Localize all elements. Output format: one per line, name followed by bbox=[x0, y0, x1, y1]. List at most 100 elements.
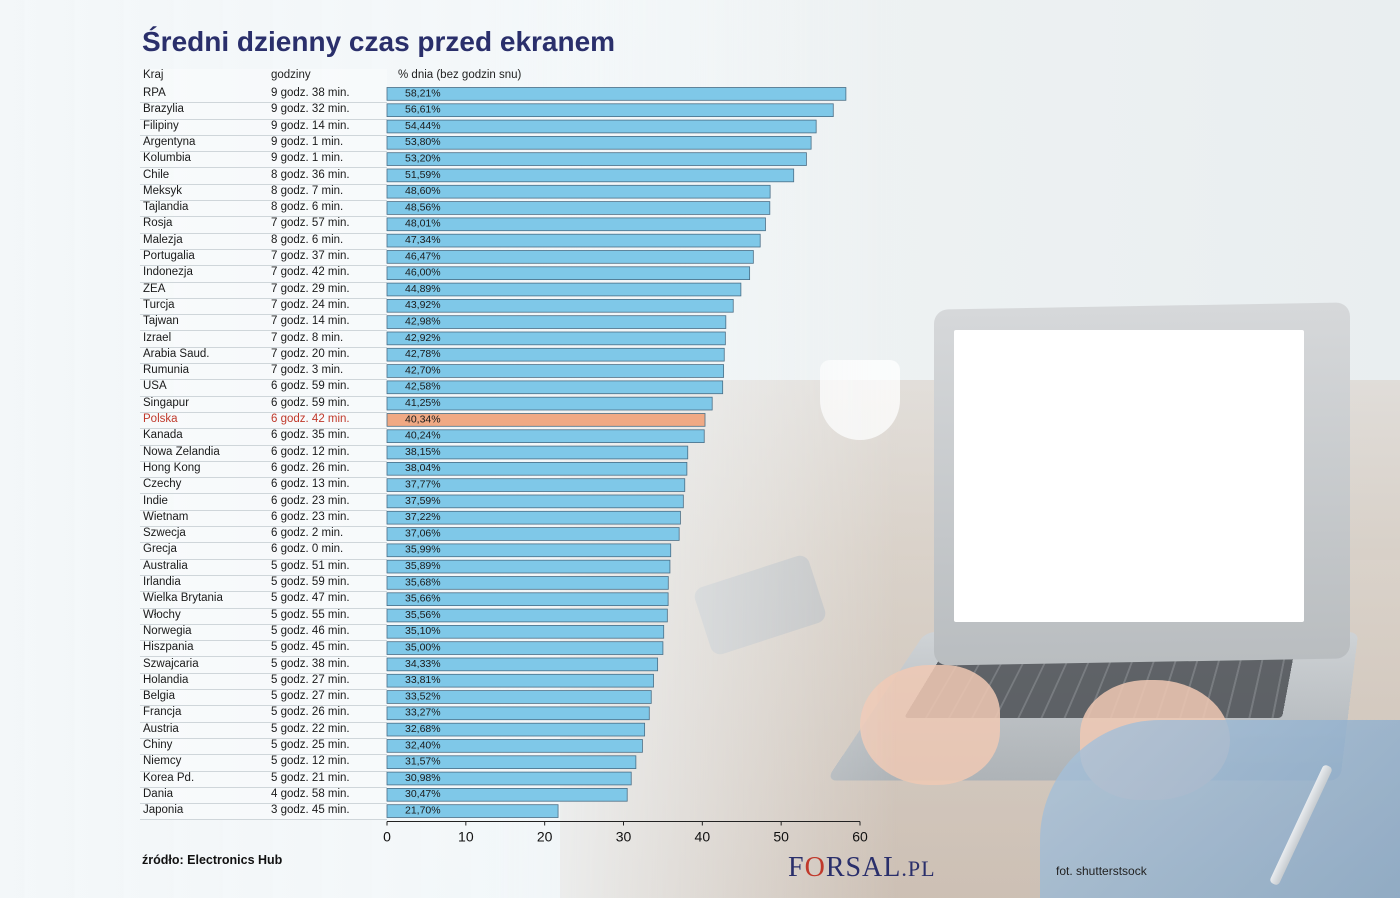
bar-rosja bbox=[386, 217, 766, 232]
hours-value: 6 godz. 59 min. bbox=[271, 380, 350, 393]
bar-value-label: 46,47% bbox=[405, 250, 441, 262]
country-label: Wielka Brytania bbox=[143, 592, 223, 605]
country-label: Niemcy bbox=[143, 755, 182, 768]
country-label: Turcja bbox=[143, 298, 175, 311]
table-row: Tajwan 7 godz. 14 min. bbox=[140, 314, 387, 332]
hours-value: 5 godz. 12 min. bbox=[271, 755, 350, 768]
hours-value: 6 godz. 42 min. bbox=[271, 413, 350, 425]
hours-value: 6 godz. 26 min. bbox=[271, 461, 350, 474]
bar-value-label: 37,77% bbox=[405, 479, 441, 491]
bar-indonezja bbox=[386, 266, 751, 280]
hours-value: 7 godz. 42 min. bbox=[271, 266, 350, 279]
hours-value: 9 godz. 38 min. bbox=[271, 87, 350, 99]
logo-rsal: RSAL bbox=[825, 852, 902, 883]
bar-value-label: 42,78% bbox=[405, 348, 441, 360]
table-row: Czechy 6 godz. 13 min. bbox=[140, 477, 387, 495]
bar-value-label: 53,20% bbox=[405, 153, 441, 165]
table-row: Turcja 7 godz. 24 min. bbox=[140, 298, 387, 316]
table-row: Niemcy 5 godz. 12 min. bbox=[140, 754, 387, 772]
hours-value: 5 godz. 51 min. bbox=[271, 559, 350, 572]
hours-value: 4 godz. 58 min. bbox=[271, 787, 350, 800]
laptop-screen bbox=[954, 330, 1304, 622]
bar-wietnam bbox=[386, 510, 681, 525]
table-row: Holandia 5 godz. 27 min. bbox=[140, 673, 387, 691]
header-percent: % dnia (bez godzin snu) bbox=[398, 69, 522, 81]
bar-value-label: 42,92% bbox=[405, 332, 441, 344]
table-row: Brazylia 9 godz. 32 min. bbox=[140, 102, 387, 120]
bar-value-label: 48,56% bbox=[405, 201, 441, 213]
table-row: Hong Kong 6 godz. 26 min. bbox=[140, 461, 387, 479]
logo-f: F bbox=[788, 852, 805, 883]
table-row: Tajlandia 8 godz. 6 min. bbox=[140, 200, 387, 218]
bar-value-label: 33,81% bbox=[405, 674, 441, 686]
bar-value-label: 37,59% bbox=[405, 495, 441, 507]
country-label: RPA bbox=[143, 87, 166, 99]
table-row: Szwajcaria 5 godz. 38 min. bbox=[140, 657, 387, 674]
bar-hong-kong bbox=[386, 461, 688, 476]
table-row: Filipiny 9 godz. 14 min. bbox=[140, 119, 387, 136]
bar-tajwan bbox=[386, 315, 727, 329]
hours-value: 9 godz. 32 min. bbox=[271, 103, 350, 116]
x-axis-tick-label: 50 bbox=[773, 829, 789, 845]
bar-brazylia bbox=[386, 103, 834, 118]
country-label: Japonia bbox=[143, 804, 184, 817]
hours-value: 8 godz. 6 min. bbox=[271, 233, 344, 246]
bar-value-label: 54,44% bbox=[405, 120, 441, 132]
hours-value: 5 godz. 27 min. bbox=[271, 690, 350, 703]
logo-o: O bbox=[804, 852, 826, 883]
bar-zea bbox=[386, 282, 742, 297]
x-axis-tick-label: 10 bbox=[458, 829, 474, 845]
country-label: Tajwan bbox=[143, 315, 179, 328]
hours-value: 6 godz. 59 min. bbox=[271, 396, 350, 409]
table-row: Nowa Zelandia 6 godz. 12 min. bbox=[140, 445, 387, 462]
hours-value: 5 godz. 22 min. bbox=[271, 722, 350, 735]
country-label: Chile bbox=[143, 168, 170, 181]
bar-szwecja bbox=[386, 527, 680, 541]
hours-value: 6 godz. 35 min. bbox=[271, 429, 350, 442]
hours-value: 6 godz. 23 min. bbox=[271, 510, 350, 523]
bar-indie bbox=[386, 494, 684, 509]
hours-value: 5 godz. 46 min. bbox=[271, 624, 350, 637]
table-row: Izrael 7 godz. 8 min. bbox=[140, 331, 387, 348]
bar-value-label: 30,98% bbox=[405, 772, 441, 784]
country-label: Szwecja bbox=[143, 527, 186, 540]
header-hours: godziny bbox=[271, 69, 311, 81]
hours-value: 9 godz. 1 min. bbox=[271, 152, 344, 165]
table-background bbox=[140, 69, 387, 820]
bar-australia bbox=[386, 559, 671, 574]
bar-irlandia bbox=[386, 576, 669, 590]
bar-chiny bbox=[386, 739, 643, 753]
country-label: Korea Pd. bbox=[143, 771, 195, 784]
country-label: Hiszpania bbox=[143, 641, 194, 654]
hours-value: 8 godz. 36 min. bbox=[271, 168, 350, 181]
bar-value-label: 34,33% bbox=[405, 658, 441, 670]
country-label: Wietnam bbox=[143, 510, 189, 523]
table-row: USA 6 godz. 59 min. bbox=[140, 379, 387, 397]
table-row: Chiny 5 godz. 25 min. bbox=[140, 738, 387, 756]
hours-value: 5 godz. 55 min. bbox=[271, 608, 350, 621]
country-label: Polska bbox=[143, 413, 178, 425]
country-label: Włochy bbox=[143, 608, 181, 621]
bar-wielka-brytania bbox=[386, 592, 669, 606]
hours-value: 8 godz. 7 min. bbox=[271, 184, 344, 197]
bar-belgia bbox=[386, 690, 652, 704]
table-row: Francja 5 godz. 26 min. bbox=[140, 705, 387, 723]
country-label: Grecja bbox=[143, 543, 177, 556]
bar-arabia-saud- bbox=[386, 347, 725, 362]
country-label: Czechy bbox=[143, 478, 182, 491]
country-label: Chiny bbox=[143, 739, 173, 751]
bar-value-label: 31,57% bbox=[405, 756, 441, 768]
country-label: Izrael bbox=[143, 331, 172, 344]
hours-value: 6 godz. 13 min. bbox=[271, 478, 350, 491]
hours-value: 5 godz. 26 min. bbox=[271, 706, 350, 719]
hours-value: 6 godz. 0 min. bbox=[271, 543, 344, 556]
country-label: Filipiny bbox=[143, 119, 179, 132]
x-axis-tick-label: 30 bbox=[616, 829, 632, 845]
hours-value: 9 godz. 1 min. bbox=[271, 135, 344, 148]
table-row: Austria 5 godz. 22 min. bbox=[140, 722, 387, 739]
photo-credit: fot. shutterstsock bbox=[1056, 864, 1147, 878]
bar-niemcy bbox=[386, 755, 637, 769]
country-label: Tajlandia bbox=[143, 201, 189, 214]
x-axis-tick-label: 20 bbox=[537, 829, 553, 845]
